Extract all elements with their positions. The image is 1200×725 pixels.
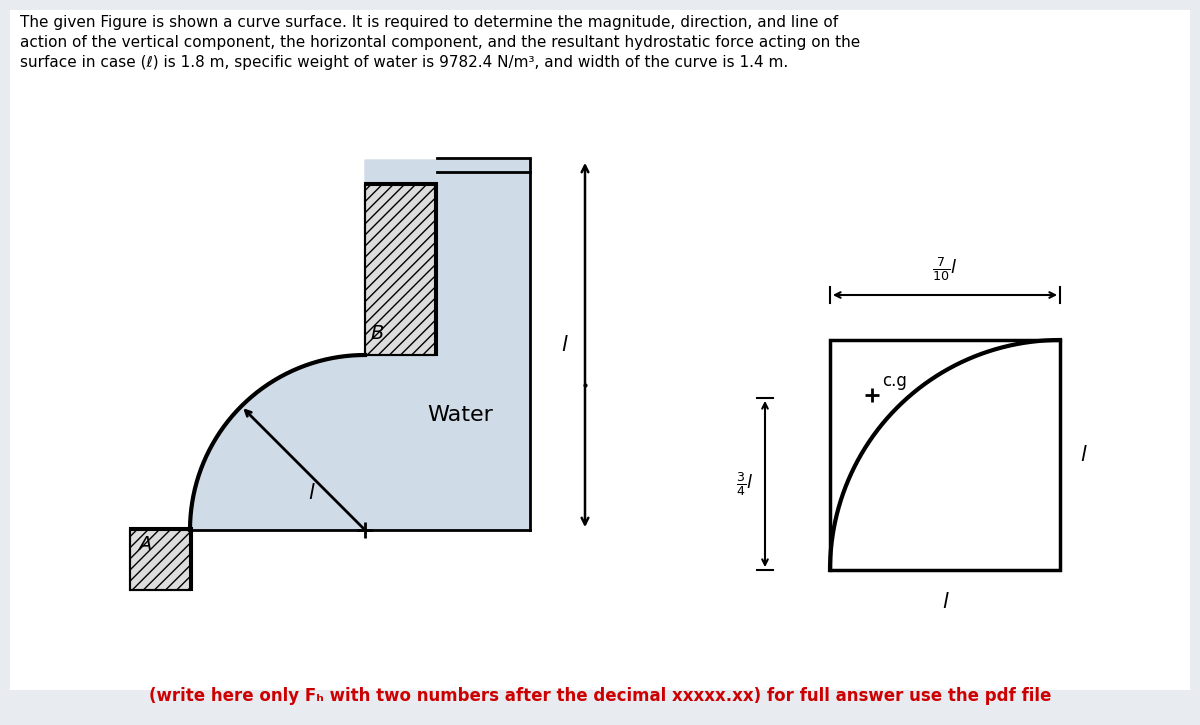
Text: l: l: [942, 592, 948, 612]
Text: l: l: [1080, 445, 1086, 465]
Polygon shape: [190, 160, 530, 530]
Bar: [130, 530, 190, 590]
Text: The given Figure is shown a curve surface. It is required to determine the magni: The given Figure is shown a curve surfac…: [20, 15, 838, 30]
Text: Water: Water: [427, 405, 493, 425]
Text: B: B: [370, 324, 383, 343]
Text: l: l: [562, 335, 568, 355]
Text: surface in case (ℓ) is 1.8 m, specific weight of water is 9782.4 N/m³, and width: surface in case (ℓ) is 1.8 m, specific w…: [20, 55, 788, 70]
Text: action of the vertical component, the horizontal component, and the resultant hy: action of the vertical component, the ho…: [20, 35, 860, 50]
Bar: [365, 183, 437, 355]
Bar: [830, 340, 1060, 570]
Bar: [130, 528, 192, 590]
Text: $\frac{7}{10}$$l$: $\frac{7}{10}$$l$: [932, 255, 958, 283]
Text: c.g: c.g: [882, 372, 907, 390]
Text: $\frac{3}{4}$$l$: $\frac{3}{4}$$l$: [736, 470, 754, 498]
Text: l: l: [308, 483, 314, 503]
Text: A: A: [138, 535, 151, 554]
Text: (write here only Fₕ with two numbers after the decimal xxxxx.xx) for full answer: (write here only Fₕ with two numbers aft…: [149, 687, 1051, 705]
Bar: [365, 185, 436, 355]
